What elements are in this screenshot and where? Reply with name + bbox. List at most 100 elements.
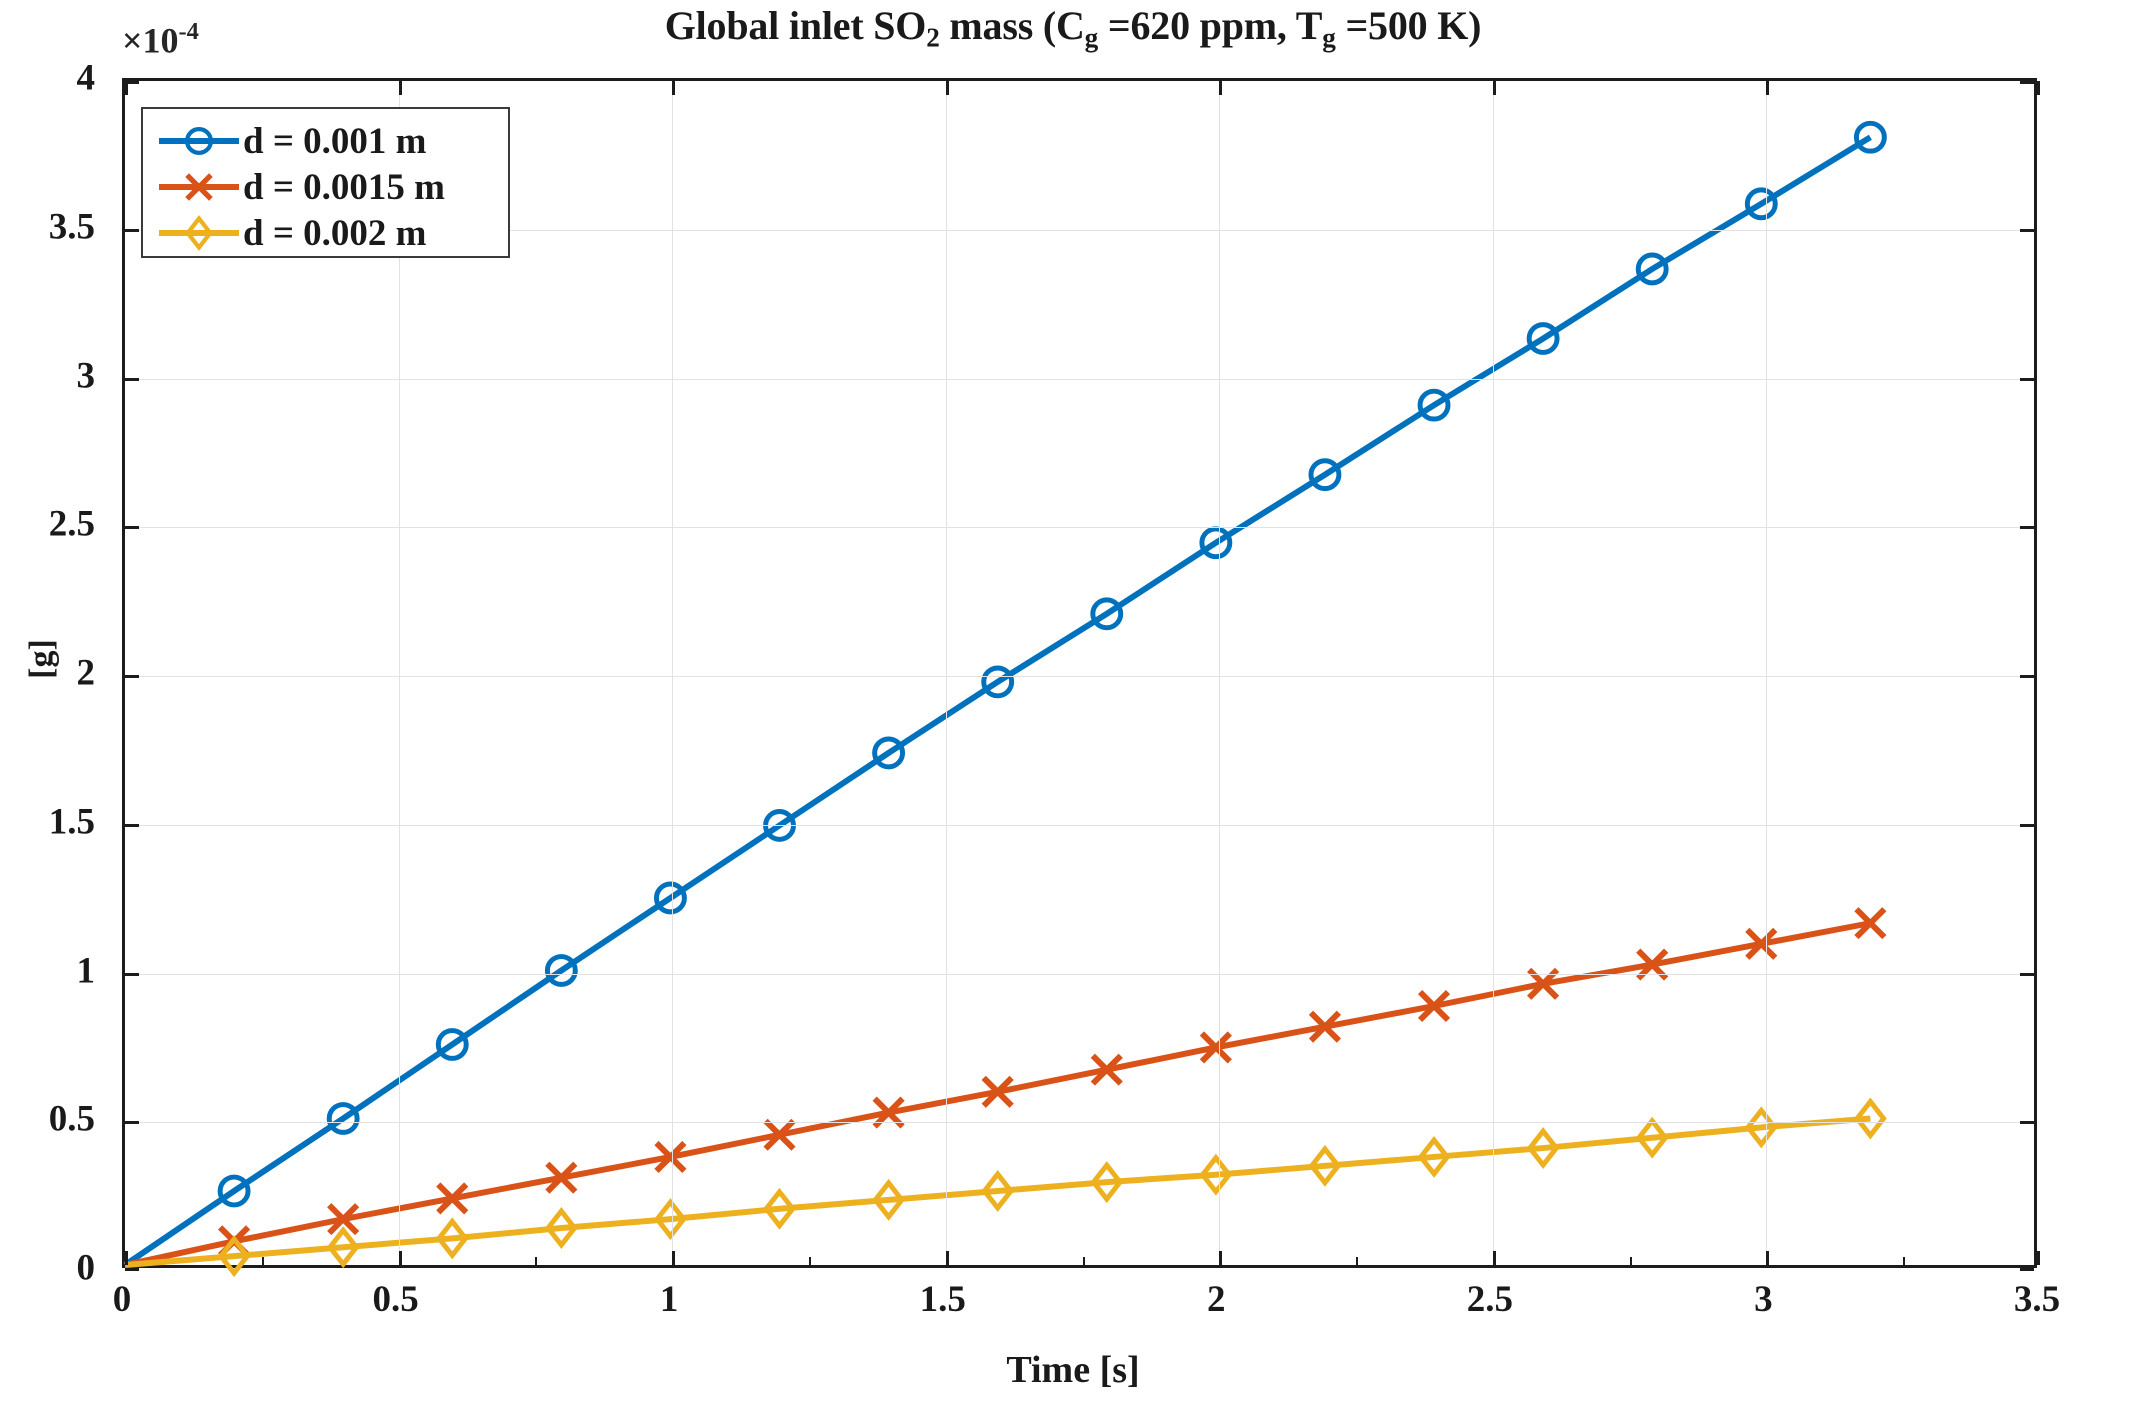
x-axis-minor-tick bbox=[1629, 1257, 1632, 1265]
y-axis-tick bbox=[125, 526, 139, 530]
legend-item[interactable]: d = 0.002 m bbox=[143, 209, 508, 257]
data-point-marker-diamond bbox=[185, 215, 213, 251]
x-axis-tick bbox=[945, 1251, 949, 1265]
legend-item[interactable]: d = 0.001 m bbox=[143, 117, 508, 165]
y-axis-tick bbox=[2020, 526, 2034, 530]
series-3 bbox=[124, 1097, 1887, 1278]
data-point-marker-x bbox=[872, 1096, 905, 1129]
y-tick-label: 1 bbox=[76, 950, 96, 991]
x-axis-tick bbox=[2037, 1251, 2040, 1265]
y-axis-tick bbox=[2020, 823, 2034, 827]
data-point-marker-diamond bbox=[1635, 1116, 1669, 1159]
data-point-marker-circle bbox=[1199, 526, 1233, 560]
legend-marker-x-icon bbox=[157, 166, 241, 208]
title-text-mid: mass (C bbox=[939, 3, 1085, 48]
data-point-marker-circle bbox=[1090, 597, 1124, 631]
data-point-marker-circle bbox=[217, 1174, 251, 1208]
data-point-marker-circle bbox=[872, 736, 906, 770]
x-tick-label: 3 bbox=[1754, 1279, 1773, 1320]
y-tick-label: 0 bbox=[76, 1247, 96, 1289]
data-point-marker-x bbox=[1308, 1010, 1342, 1043]
data-point-marker-x bbox=[1090, 1053, 1123, 1086]
title-sub-cg: g bbox=[1084, 22, 1099, 53]
data-point-marker-x bbox=[1527, 967, 1560, 1000]
data-point-marker-diamond bbox=[1744, 1106, 1778, 1149]
series-line bbox=[124, 1115, 1871, 1268]
data-point-marker-diamond bbox=[872, 1178, 905, 1221]
x-axis-tick bbox=[672, 1251, 676, 1265]
y-tick-label: 2.5 bbox=[48, 503, 95, 545]
x-axis-tick bbox=[1492, 1251, 1496, 1265]
x-axis-tick bbox=[1219, 81, 1223, 95]
y-axis-tick bbox=[2020, 972, 2034, 976]
gridline-horizontal bbox=[125, 527, 2034, 529]
legend-marker-diamond-icon bbox=[157, 212, 241, 254]
x-axis-tick bbox=[945, 81, 949, 95]
x-axis-minor-tick bbox=[1903, 1257, 1906, 1265]
legend-item-label: d = 0.002 m bbox=[243, 212, 427, 254]
x-tick-label: 1 bbox=[659, 1279, 679, 1320]
data-point-marker-x bbox=[327, 1203, 360, 1236]
x-axis-tick bbox=[398, 81, 402, 95]
x-axis-tick bbox=[1766, 81, 1770, 95]
data-point-marker-circle bbox=[1308, 458, 1342, 492]
data-point-marker-x bbox=[1199, 1031, 1232, 1064]
gridline-vertical bbox=[945, 81, 947, 1265]
x-tick-label: 2 bbox=[1207, 1279, 1226, 1320]
title-sub-tg: g bbox=[1322, 22, 1336, 53]
y-axis-tick bbox=[2020, 228, 2034, 232]
gridline-vertical bbox=[1766, 81, 1768, 1265]
gridline-horizontal bbox=[125, 378, 2034, 380]
data-point-marker-diamond bbox=[217, 1235, 251, 1278]
y-tick-label: 3.5 bbox=[48, 206, 95, 248]
plot-area bbox=[122, 78, 2040, 1278]
x-axis-minor-tick bbox=[1356, 1257, 1359, 1265]
data-point-marker-diamond bbox=[1526, 1127, 1560, 1170]
y-tick-label: 0.5 bbox=[48, 1098, 95, 1140]
x-axis-tick bbox=[672, 81, 676, 95]
gridline-horizontal bbox=[125, 229, 2034, 231]
y-axis-tick bbox=[2020, 675, 2034, 678]
y-axis-tick bbox=[125, 675, 139, 678]
y-axis-tick bbox=[125, 1121, 139, 1125]
data-point-marker-circle bbox=[1526, 322, 1560, 355]
data-point-marker-diamond bbox=[1308, 1144, 1342, 1187]
y-axis-label: [g] bbox=[23, 639, 60, 679]
x-tick-label: 2.5 bbox=[1466, 1279, 1513, 1320]
title-text-mid2: =620 ppm, T bbox=[1098, 3, 1323, 48]
data-point-marker-diamond bbox=[435, 1217, 469, 1260]
y-axis-tick bbox=[125, 823, 139, 827]
y-axis-tick bbox=[125, 377, 139, 381]
data-point-marker-circle bbox=[1417, 388, 1451, 422]
x-axis-tick bbox=[125, 1251, 128, 1265]
chart-title: Global inlet SO2 mass (Cg =620 ppm, Tg =… bbox=[0, 2, 2146, 54]
data-point-marker-x bbox=[436, 1182, 469, 1215]
data-point-marker-circle bbox=[326, 1102, 360, 1135]
y-tick-label: 1.5 bbox=[48, 801, 95, 843]
series-1 bbox=[123, 120, 1887, 1268]
data-point-marker-circle bbox=[544, 954, 578, 987]
x-tick-label: 0.5 bbox=[372, 1279, 419, 1320]
y-axis-tick bbox=[125, 81, 139, 84]
x-axis-tick bbox=[1219, 1251, 1223, 1265]
plot-svg bbox=[123, 120, 1887, 1278]
data-point-marker-circle bbox=[1853, 120, 1887, 154]
data-point-marker-x bbox=[763, 1118, 796, 1151]
data-point-marker-x bbox=[185, 173, 213, 201]
x-axis-label: Time [s] bbox=[1006, 1349, 1140, 1391]
y-tick-label: 2 bbox=[76, 652, 96, 694]
gridline-vertical bbox=[398, 81, 400, 1265]
x-axis-tick bbox=[398, 1251, 402, 1265]
exponent-base: ×10 bbox=[122, 20, 179, 61]
gridline-horizontal bbox=[125, 824, 2034, 826]
y-axis-tick bbox=[125, 972, 139, 976]
y-tick-label: 4 bbox=[76, 57, 96, 99]
legend-item[interactable]: d = 0.0015 m bbox=[143, 163, 508, 211]
x-tick-label: 1.5 bbox=[919, 1279, 966, 1320]
data-point-marker-circle bbox=[981, 665, 1015, 699]
x-axis-tick bbox=[1492, 81, 1496, 95]
y-axis-tick bbox=[2020, 81, 2034, 84]
x-axis-minor-tick bbox=[1082, 1257, 1085, 1265]
